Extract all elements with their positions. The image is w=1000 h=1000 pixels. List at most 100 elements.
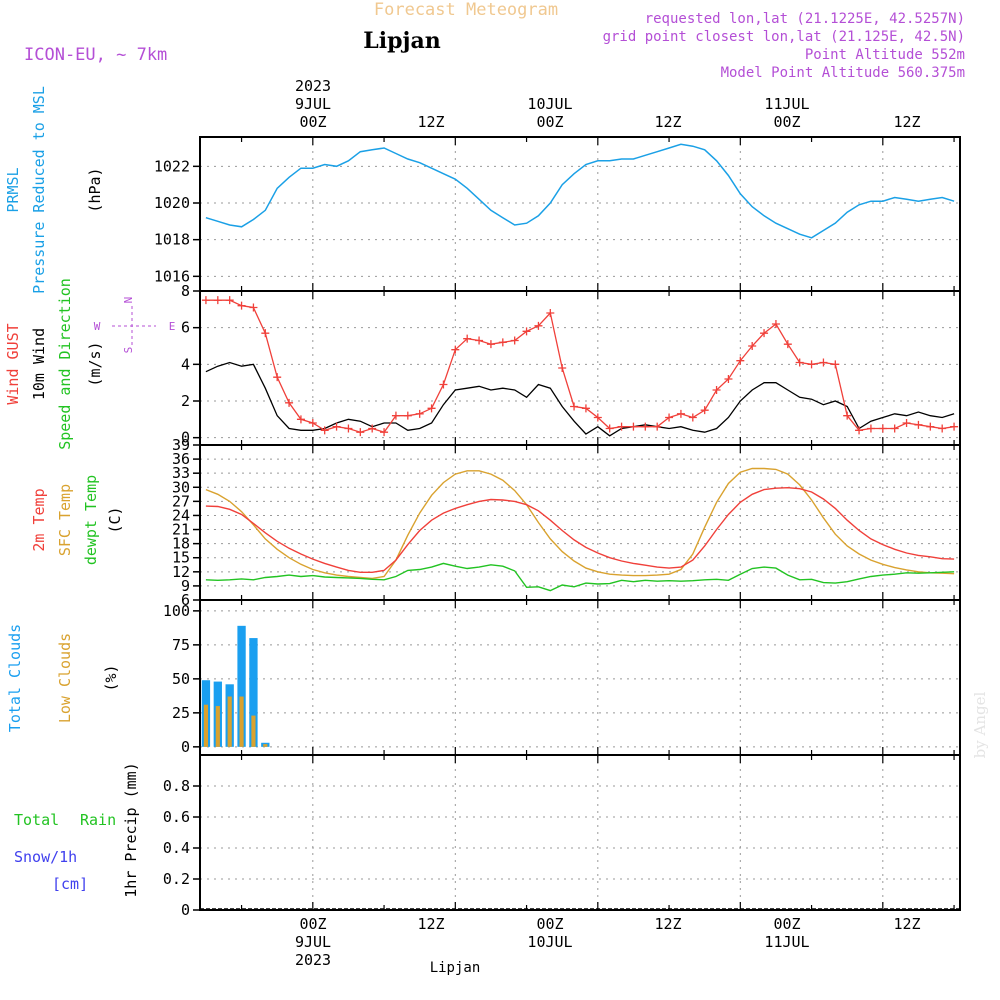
panel-axis-label: Low Clouds bbox=[56, 633, 74, 723]
panel-axis-label: Total Clouds bbox=[6, 624, 24, 732]
gust-marker bbox=[617, 422, 626, 431]
gust-marker bbox=[308, 419, 317, 427]
y-tick-label: 30 bbox=[172, 478, 190, 496]
gust-marker bbox=[213, 296, 222, 305]
gust-marker bbox=[724, 375, 733, 383]
panel-axis-label: 10m Wind bbox=[30, 328, 48, 400]
gust-marker bbox=[581, 404, 590, 413]
y-tick-label: 25 bbox=[172, 704, 190, 722]
gust-marker bbox=[249, 303, 258, 312]
y-tick-label: 1020 bbox=[154, 194, 190, 212]
y-tick-label: 0.6 bbox=[163, 808, 190, 826]
bottom-time-label: 00Z bbox=[536, 915, 563, 933]
y-tick-label: 1022 bbox=[154, 157, 190, 175]
requested-coords: requested lon,lat (21.1225E, 42.5257N) bbox=[645, 11, 965, 27]
y-tick-label: 6 bbox=[181, 319, 190, 337]
y-tick-label: 50 bbox=[172, 670, 190, 688]
grid-point-coords: grid point closest lon,lat (21.125E, 42.… bbox=[603, 29, 965, 45]
model-label: ICON-EU, ~ 7km bbox=[24, 45, 167, 65]
gust-line bbox=[205, 299, 955, 433]
low-cloud-bar bbox=[251, 715, 256, 747]
gust-marker bbox=[296, 415, 305, 424]
precip-axis-label: 1hr Precip (mm) bbox=[122, 762, 140, 897]
y-tick-label: 8 bbox=[181, 282, 190, 300]
y-tick-label: 1018 bbox=[154, 231, 190, 249]
wind10m-line bbox=[205, 361, 955, 437]
y-tick-label: 1016 bbox=[154, 267, 190, 285]
bottom-time-label: 2023 bbox=[295, 951, 331, 969]
gust-marker bbox=[878, 424, 887, 433]
gust-marker bbox=[760, 329, 769, 338]
legend-unit: [cm] bbox=[52, 875, 88, 893]
gust-marker bbox=[641, 422, 650, 431]
gust-marker bbox=[712, 386, 721, 394]
compass-e: E bbox=[169, 320, 176, 333]
top-time-label: 00Z bbox=[773, 113, 800, 131]
gust-marker bbox=[546, 309, 555, 317]
top-time-label: 2023 bbox=[295, 77, 331, 95]
y-tick-label: 0 bbox=[181, 901, 190, 919]
bottom-time-label: 00Z bbox=[299, 915, 326, 933]
bottom-time-label: 10JUL bbox=[527, 933, 572, 951]
gust-marker bbox=[938, 424, 947, 433]
gust-marker bbox=[736, 356, 745, 365]
bottom-time-label: 12Z bbox=[654, 915, 681, 933]
gust-marker bbox=[201, 296, 210, 305]
y-tick-label: 15 bbox=[172, 549, 190, 567]
gust-marker bbox=[926, 422, 935, 431]
y-tick-label: 27 bbox=[172, 492, 190, 510]
bottom-time-label: 12Z bbox=[893, 915, 920, 933]
gust-marker bbox=[415, 409, 424, 418]
gust-marker bbox=[285, 398, 294, 407]
gust-marker bbox=[273, 373, 282, 382]
y-tick-label: 39 bbox=[172, 436, 190, 454]
bottom-time-label: 11JUL bbox=[764, 933, 809, 951]
y-tick-label: 12 bbox=[172, 563, 190, 581]
top-time-label: 12Z bbox=[893, 113, 920, 131]
gust-marker bbox=[332, 422, 341, 431]
panel-axis-label: 2m Temp bbox=[30, 488, 48, 551]
compass-n: N bbox=[122, 297, 135, 304]
y-tick-label: 75 bbox=[172, 636, 190, 654]
compass-w: W bbox=[94, 320, 101, 333]
legend-snow: Snow/1h bbox=[14, 848, 77, 866]
bottom-time-label: 12Z bbox=[417, 915, 444, 933]
gust-marker bbox=[795, 358, 804, 367]
panel-frame bbox=[199, 290, 961, 446]
y-tick-label: 33 bbox=[172, 464, 190, 482]
total-cloud-bar bbox=[237, 625, 246, 747]
gust-marker bbox=[427, 404, 436, 413]
gust-marker bbox=[700, 406, 709, 415]
dewpt-line bbox=[205, 562, 955, 592]
y-tick-label: 21 bbox=[172, 521, 190, 539]
top-time-label: 00Z bbox=[536, 113, 563, 131]
y-tick-label: 0.2 bbox=[163, 870, 190, 888]
legend-rain: Rain bbox=[80, 811, 116, 829]
gust-marker bbox=[605, 424, 614, 433]
gust-marker bbox=[320, 426, 329, 435]
low-cloud-bar bbox=[263, 744, 268, 747]
top-time-label: 9JUL bbox=[295, 95, 331, 113]
panel-axis-label: PRMSL bbox=[4, 167, 22, 212]
y-tick-label: 0 bbox=[181, 429, 190, 447]
top-time-label: 10JUL bbox=[527, 95, 572, 113]
y-tick-label: 36 bbox=[172, 450, 190, 468]
credit-watermark: by Angel bbox=[971, 691, 989, 758]
compass-s: S bbox=[122, 347, 135, 354]
gust-marker bbox=[771, 320, 780, 328]
data-layer bbox=[200, 143, 960, 910]
panel-axis-label: SFC Temp bbox=[56, 484, 74, 556]
gust-marker bbox=[510, 336, 519, 345]
gust-marker bbox=[902, 419, 911, 427]
y-tick-label: 0.4 bbox=[163, 839, 190, 857]
gust-marker bbox=[534, 321, 543, 330]
y-tick-label: 4 bbox=[181, 355, 190, 373]
gust-marker bbox=[855, 426, 864, 435]
y-tick-label: 0.8 bbox=[163, 777, 190, 795]
gust-marker bbox=[368, 424, 377, 433]
gust-marker bbox=[688, 413, 697, 422]
gust-marker bbox=[391, 411, 400, 420]
axes-layer: 1016101810201022024686912151821242730333… bbox=[154, 136, 961, 919]
gust-marker bbox=[831, 360, 840, 369]
